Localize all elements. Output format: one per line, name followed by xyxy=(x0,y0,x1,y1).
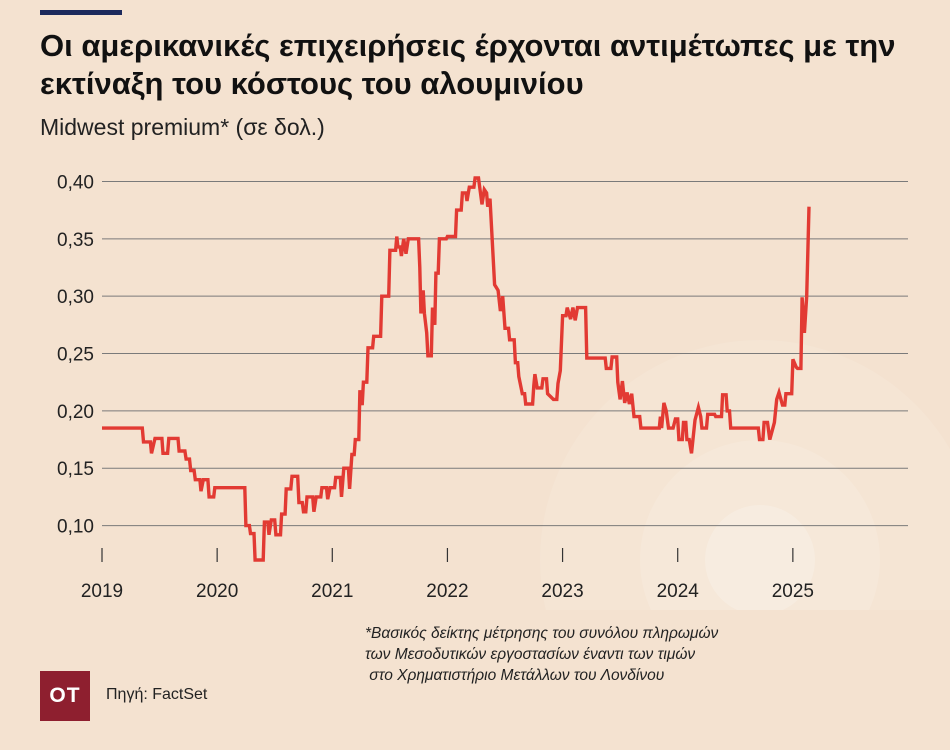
x-tick-label: 2022 xyxy=(426,581,468,602)
x-tick-label: 2020 xyxy=(196,581,238,602)
y-axis-ticks: 0,10 0,15 0,20 0,25 0,30 0,35 0,40 xyxy=(57,172,94,537)
y-tick-label: 0,25 xyxy=(57,345,94,366)
footnote-line: *Βασικός δείκτης μέτρησης του συνόλου πλ… xyxy=(365,625,719,642)
grid-lines xyxy=(102,180,908,527)
series-line xyxy=(102,176,811,562)
x-tick-label: 2021 xyxy=(311,581,353,602)
x-tick-label: 2019 xyxy=(81,581,123,602)
decorative-circle-inner xyxy=(640,440,880,610)
publisher-logo: OT xyxy=(40,671,90,721)
decorative-circle xyxy=(540,340,950,610)
y-tick-label: 0,35 xyxy=(57,230,94,251)
y-tick-label: 0,15 xyxy=(57,459,94,480)
x-tick-label: 2025 xyxy=(772,581,814,602)
footnote: *Βασικός δείκτης μέτρησης του συνόλου πλ… xyxy=(365,623,718,686)
x-tick-label: 2024 xyxy=(657,581,700,602)
y-tick-label: 0,40 xyxy=(57,172,94,193)
x-axis-ticks: 2019 2020 2021 2022 2023 2024 2025 xyxy=(81,548,814,602)
footnote-line: των Μεσοδυτικών εργοστασίων έναντι των τ… xyxy=(365,646,696,663)
line-chart: 0,10 0,15 0,20 0,25 0,30 0,35 0,40 2019 2020 202… xyxy=(57,172,950,610)
y-tick-label: 0,30 xyxy=(57,287,94,308)
decorative-circle-core xyxy=(705,505,815,610)
x-tick-label: 2023 xyxy=(541,581,583,602)
chart-title: Οι αμερικανικές επιχειρήσεις έρχονται αν… xyxy=(40,28,896,101)
y-tick-label: 0,10 xyxy=(57,517,94,538)
footnote-line: στο Χρηματιστήριο Μετάλλων του Λονδίνου xyxy=(365,667,665,684)
y-tick-label: 0,20 xyxy=(57,402,94,423)
source-label: Πηγή: FactSet xyxy=(106,686,208,703)
top-accent-rule xyxy=(40,10,122,15)
chart-subtitle: Midwest premium* (σε δολ.) xyxy=(40,114,325,140)
